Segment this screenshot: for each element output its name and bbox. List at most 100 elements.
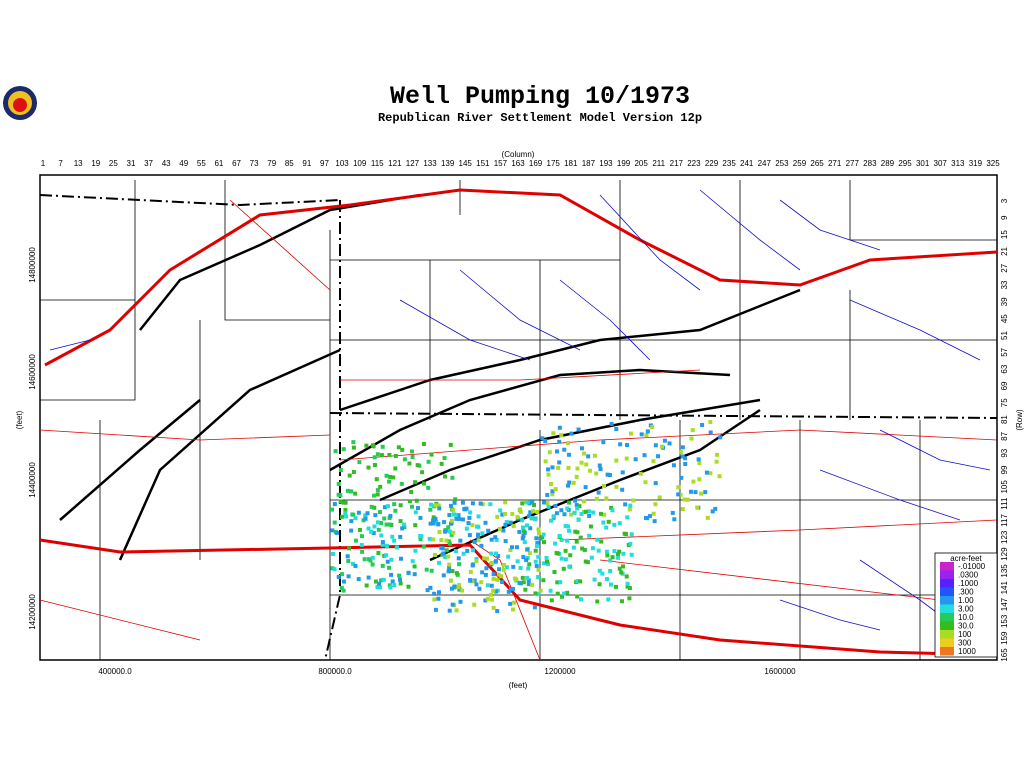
pumping-cell: [576, 427, 581, 432]
pumping-cell: [558, 580, 563, 585]
pumping-cell: [596, 490, 601, 495]
pumping-cell: [443, 474, 448, 479]
pumping-cell: [710, 509, 715, 514]
pumping-cell: [536, 527, 541, 532]
column-tick-label: 25: [109, 159, 118, 168]
pumping-cell: [413, 480, 418, 485]
pumping-cell: [336, 481, 341, 486]
feet-tick-label: 1200000: [544, 667, 576, 676]
pumping-cell: [552, 570, 557, 575]
pumping-cell: [683, 461, 688, 466]
pumping-cell: [574, 503, 579, 508]
pumping-cell: [439, 546, 444, 551]
pumping-cell: [676, 485, 681, 490]
pumping-cell: [363, 513, 368, 518]
pumping-cell: [453, 549, 458, 554]
pumping-cell: [690, 428, 695, 433]
pumping-cell: [560, 594, 565, 599]
pumping-cell: [553, 487, 558, 492]
pumping-cell: [398, 581, 403, 586]
pumping-cell: [332, 567, 337, 572]
column-tick-label: 205: [634, 159, 648, 168]
pumping-cell: [388, 585, 393, 590]
pumping-cell: [356, 577, 361, 582]
pumping-cell: [524, 558, 529, 563]
pumping-cell: [546, 562, 551, 567]
row-tick-label: 153: [1000, 614, 1009, 628]
roads: [39, 188, 998, 661]
pumping-cell: [633, 457, 638, 462]
pumping-cell: [353, 491, 358, 496]
pumping-cell: [521, 580, 526, 585]
pumping-cell: [489, 551, 494, 556]
pumping-cell: [696, 457, 701, 462]
pumping-cell: [388, 514, 393, 519]
pumping-cell: [518, 507, 523, 512]
pumping-cell: [458, 538, 463, 543]
pumping-cell: [366, 465, 371, 470]
pumping-cell: [446, 525, 451, 530]
column-tick-label: 43: [162, 159, 171, 168]
row-tick-label: 33: [1000, 280, 1009, 289]
column-tick-label: 73: [250, 159, 259, 168]
pumping-cell: [609, 505, 614, 510]
pumping-cell: [528, 510, 533, 515]
logo-apple: [13, 98, 27, 112]
legend-swatch: [940, 579, 954, 588]
pumping-cell: [385, 504, 390, 509]
pumping-cell: [490, 597, 495, 602]
pumping-cell: [553, 503, 558, 508]
pumping-cell: [607, 473, 612, 478]
row-tick-label: 75: [1000, 398, 1009, 407]
pumping-cell: [385, 559, 390, 564]
legend-label: .0300: [958, 571, 979, 580]
pumping-cell: [559, 556, 564, 561]
pumping-cell: [579, 460, 584, 465]
subtitle: Republican River Settlement Model Versio…: [378, 111, 702, 125]
major-road: [44, 188, 998, 367]
row-tick-label: 123: [1000, 530, 1009, 544]
pumping-cell: [458, 599, 463, 604]
pumping-cell: [377, 510, 382, 515]
pumping-cell: [418, 515, 423, 520]
pumping-cell: [373, 513, 378, 518]
pumping-cell: [374, 477, 379, 482]
pumping-cell: [446, 539, 451, 544]
pumping-cell: [578, 535, 583, 540]
pumping-cell: [449, 532, 454, 537]
pumping-cell: [449, 521, 454, 526]
pumping-cell: [557, 425, 562, 430]
pumping-cell: [432, 597, 437, 602]
column-tick-label: 241: [740, 159, 754, 168]
pumping-cell: [503, 511, 508, 516]
pumping-cell: [659, 444, 664, 449]
column-tick-label: 277: [846, 159, 860, 168]
pumping-cell: [533, 591, 538, 596]
column-tick-label: 37: [144, 159, 153, 168]
pumping-cell: [604, 525, 609, 530]
pumping-cell: [627, 586, 632, 591]
pumping-cell: [614, 426, 619, 431]
pumping-cell: [557, 460, 562, 465]
feet-tick-label: 14200000: [28, 594, 37, 630]
pumping-cell: [470, 579, 475, 584]
pumping-cell: [375, 585, 380, 590]
pumping-cell: [380, 542, 385, 547]
legend-label: 30.0: [958, 622, 974, 631]
pumping-cell: [358, 527, 363, 532]
pumping-cell: [691, 479, 696, 484]
legend-label: 1000: [958, 647, 976, 656]
pumping-cell: [347, 546, 352, 551]
column-tick-label: 181: [564, 159, 578, 168]
pumping-cell: [553, 541, 558, 546]
pumping-cell: [601, 440, 606, 445]
pumping-cell: [561, 566, 566, 571]
pumping-cell: [569, 512, 574, 517]
pumping-cell: [567, 500, 572, 505]
pumping-cell: [509, 587, 514, 592]
pumping-cell: [421, 442, 426, 447]
pumping-cell: [683, 456, 688, 461]
map: [39, 174, 998, 661]
pumping-cell: [680, 507, 685, 512]
pumping-cell: [629, 532, 634, 537]
